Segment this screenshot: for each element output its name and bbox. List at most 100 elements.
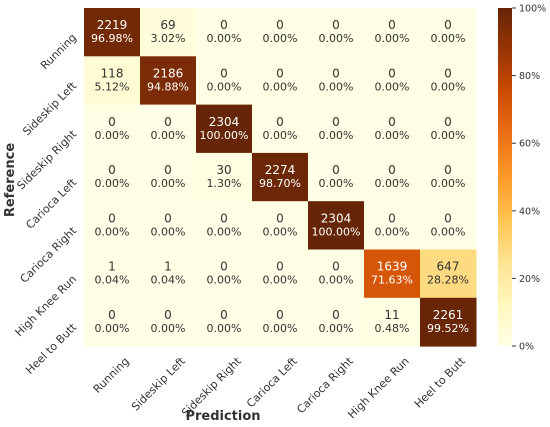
heatmap-cell [196, 249, 253, 299]
heatmap-cell [252, 249, 309, 299]
cell-count-label: 0 [276, 66, 284, 80]
cell-count-label: 0 [108, 163, 116, 177]
colorbar [498, 8, 512, 346]
cell-percent-label: 0.00% [263, 274, 298, 287]
cell-percent-label: 0.04% [95, 274, 130, 287]
cell-count-label: 0 [444, 66, 452, 80]
x-tick-label: Carioca Left [244, 354, 300, 410]
heatmap-cell [308, 201, 365, 250]
cell-count-label: 0 [332, 66, 340, 80]
colorbar-tick-labels: 0% 20% 40% 60% 80% 100% [512, 4, 546, 353]
cell-count-label: 118 [101, 66, 124, 80]
cell-count-label: 0 [164, 115, 172, 129]
heatmap-cell [420, 249, 477, 299]
cell-percent-label: 100.00% [200, 129, 249, 142]
heatmap-cell [140, 152, 197, 202]
cell-percent-label: 0.00% [319, 274, 354, 287]
heatmap-cell [252, 56, 309, 106]
heatmap-cell [196, 152, 253, 202]
cell-count-label: 0 [444, 163, 452, 177]
heatmap-cell [420, 56, 477, 106]
cell-count-label: 0 [220, 260, 228, 274]
heatmap-cells [84, 8, 477, 347]
cell-count-label: 647 [437, 260, 460, 274]
heatmap-cell [252, 152, 309, 202]
cell-percent-label: 0.00% [207, 225, 242, 238]
cell-count-label: 2304 [209, 115, 240, 129]
cell-count-label: 0 [388, 115, 396, 129]
heatmap-cell [364, 297, 421, 347]
heatmap-cell [84, 201, 141, 250]
cell-percent-label: 0.00% [95, 225, 130, 238]
cell-count-label: 0 [332, 18, 340, 32]
colorbar-tick-label: 20% [519, 274, 540, 285]
cell-percent-label: 0.00% [431, 129, 466, 142]
cell-percent-label: 0.00% [319, 129, 354, 142]
cell-count-label: 0 [220, 18, 228, 32]
cell-count-label: 11 [384, 308, 399, 322]
cell-count-label: 1 [164, 260, 172, 274]
x-tick-label: Carioca Right [294, 354, 356, 416]
heatmap-cell [420, 104, 477, 154]
heatmap-cell [252, 104, 309, 154]
cell-count-label: 2219 [97, 18, 128, 32]
cell-percent-label: 1.30% [207, 177, 242, 190]
x-tick-label: Running [91, 355, 132, 396]
heatmap-cell [308, 297, 365, 347]
heatmap-cell [308, 249, 365, 299]
cell-percent-label: 0.00% [151, 129, 186, 142]
heatmap-cell [364, 249, 421, 299]
cell-percent-label: 0.00% [431, 80, 466, 93]
cell-percent-label: 0.00% [207, 80, 242, 93]
heatmap-cell [196, 297, 253, 347]
cell-percent-label: 94.88% [147, 80, 189, 93]
cell-count-label: 0 [164, 211, 172, 225]
cell-count-label: 2186 [153, 66, 184, 80]
cell-percent-label: 0.00% [263, 129, 298, 142]
cell-count-label: 0 [388, 18, 396, 32]
heatmap-cell [420, 297, 477, 347]
heatmap-cell-labels: 221996.98%693.02%00.00%00.00%00.00%00.00… [91, 18, 469, 335]
cell-count-label: 1639 [377, 260, 408, 274]
x-axis-label: Prediction [185, 409, 260, 424]
cell-percent-label: 0.00% [319, 32, 354, 45]
cell-percent-label: 0.48% [375, 322, 410, 335]
heatmap-cell [308, 56, 365, 106]
heatmap-cell [252, 297, 309, 347]
heatmap-cell [84, 297, 141, 347]
cell-percent-label: 99.52% [427, 322, 469, 335]
cell-percent-label: 0.00% [263, 225, 298, 238]
cell-percent-label: 0.00% [431, 177, 466, 190]
cell-count-label: 30 [216, 163, 231, 177]
cell-count-label: 0 [108, 308, 116, 322]
cell-count-label: 0 [276, 18, 284, 32]
cell-count-label: 0 [276, 260, 284, 274]
cell-count-label: 0 [332, 260, 340, 274]
cell-count-label: 0 [220, 211, 228, 225]
heatmap-cell [364, 56, 421, 106]
cell-percent-label: 0.00% [319, 177, 354, 190]
heatmap-cell [420, 201, 477, 250]
cell-count-label: 0 [164, 308, 172, 322]
colorbar-tick-label: 80% [519, 71, 540, 82]
cell-count-label: 0 [332, 308, 340, 322]
colorbar-tick-label: 0% [519, 342, 534, 353]
cell-count-label: 0 [444, 115, 452, 129]
heatmap-cell [420, 152, 477, 202]
heatmap-cell [364, 104, 421, 154]
cell-count-label: 0 [388, 66, 396, 80]
cell-percent-label: 0.04% [151, 274, 186, 287]
cell-percent-label: 98.70% [259, 177, 301, 190]
cell-percent-label: 0.00% [431, 225, 466, 238]
cell-percent-label: 0.00% [263, 322, 298, 335]
cell-percent-label: 0.00% [375, 80, 410, 93]
heatmap-cell [308, 8, 365, 57]
cell-percent-label: 0.00% [207, 32, 242, 45]
cell-count-label: 0 [388, 163, 396, 177]
cell-percent-label: 0.00% [207, 322, 242, 335]
x-tick-label: Heel to Butt [412, 354, 468, 410]
heatmap-cell [84, 56, 141, 106]
heatmap-cell [252, 201, 309, 250]
cell-count-label: 0 [276, 211, 284, 225]
